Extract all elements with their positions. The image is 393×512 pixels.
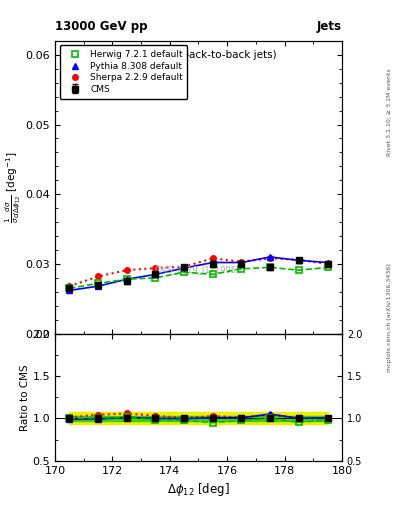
Pythia 8.308 default <box>325 260 330 266</box>
Sherpa 2.2.9 default <box>268 255 273 262</box>
Herwig 7.2.1 default <box>239 266 244 272</box>
Sherpa 2.2.9 default <box>153 265 158 271</box>
Herwig 7.2.1 default <box>268 264 273 270</box>
Herwig 7.2.1 default <box>211 271 215 278</box>
Line: Sherpa 2.2.9 default: Sherpa 2.2.9 default <box>66 255 331 289</box>
Sherpa 2.2.9 default <box>297 257 301 263</box>
Pythia 8.308 default <box>211 260 215 266</box>
Herwig 7.2.1 default <box>96 281 101 287</box>
Sherpa 2.2.9 default <box>239 259 244 265</box>
Sherpa 2.2.9 default <box>211 255 215 262</box>
Sherpa 2.2.9 default <box>325 261 330 267</box>
Pythia 8.308 default <box>96 283 101 289</box>
Pythia 8.308 default <box>239 260 244 266</box>
Pythia 8.308 default <box>268 254 273 260</box>
Pythia 8.308 default <box>297 258 301 264</box>
Herwig 7.2.1 default <box>153 275 158 281</box>
Line: Herwig 7.2.1 default: Herwig 7.2.1 default <box>66 264 331 291</box>
Text: Jets: Jets <box>317 20 342 33</box>
Pythia 8.308 default <box>67 287 72 293</box>
Text: Δφ(jj) (CMS back-to-back jets): Δφ(jj) (CMS back-to-back jets) <box>121 50 276 60</box>
Pythia 8.308 default <box>153 271 158 278</box>
X-axis label: $\Delta\phi_{12}$ [deg]: $\Delta\phi_{12}$ [deg] <box>167 481 230 498</box>
Legend: Herwig 7.2.1 default, Pythia 8.308 default, Sherpa 2.2.9 default, CMS: Herwig 7.2.1 default, Pythia 8.308 defau… <box>59 46 187 99</box>
Sherpa 2.2.9 default <box>125 267 129 273</box>
Pythia 8.308 default <box>182 265 187 271</box>
Herwig 7.2.1 default <box>67 285 72 291</box>
Sherpa 2.2.9 default <box>96 273 101 280</box>
Text: 13000 GeV pp: 13000 GeV pp <box>55 20 147 33</box>
Text: mcplots.cern.ch [arXiv:1306.3436]: mcplots.cern.ch [arXiv:1306.3436] <box>387 263 391 372</box>
Y-axis label: Ratio to CMS: Ratio to CMS <box>20 364 29 431</box>
Line: Pythia 8.308 default: Pythia 8.308 default <box>66 254 331 293</box>
Herwig 7.2.1 default <box>297 267 301 273</box>
Sherpa 2.2.9 default <box>182 264 187 270</box>
Text: Rivet 3.1.10; ≥ 3.1M events: Rivet 3.1.10; ≥ 3.1M events <box>387 69 391 157</box>
Herwig 7.2.1 default <box>182 269 187 275</box>
Text: CMS_2019_I1719955: CMS_2019_I1719955 <box>155 265 242 274</box>
Pythia 8.308 default <box>125 276 129 282</box>
Y-axis label: $\frac{1}{\sigma}\frac{d\sigma}{d\Delta\phi_{12}}$ [deg$^{-1}$]: $\frac{1}{\sigma}\frac{d\sigma}{d\Delta\… <box>3 152 23 223</box>
Herwig 7.2.1 default <box>125 276 129 282</box>
Sherpa 2.2.9 default <box>67 283 72 289</box>
Herwig 7.2.1 default <box>325 264 330 270</box>
